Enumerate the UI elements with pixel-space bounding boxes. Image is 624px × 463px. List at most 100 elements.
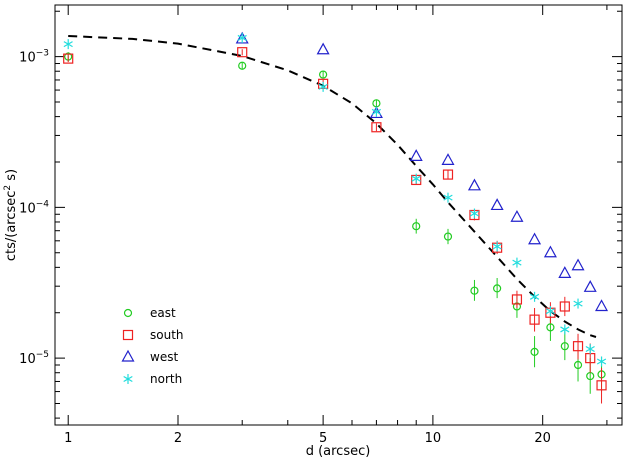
circle-marker-shape: [238, 61, 247, 70]
data-point-west: [510, 209, 524, 222]
data-point-north: [411, 173, 421, 184]
legend: east south west north: [121, 306, 184, 386]
data-point-north: [560, 324, 570, 335]
circle-marker-shape: [573, 360, 583, 370]
circle-marker-shape: [123, 308, 133, 318]
data-point-north: [596, 356, 607, 367]
asterisk-marker-stroke: [512, 259, 522, 266]
data-point-west: [369, 106, 383, 119]
legend-marker-south: [122, 329, 134, 341]
data-point-west: [571, 258, 585, 271]
circle-marker-shape: [493, 284, 502, 293]
circle-marker-shape: [530, 347, 539, 356]
x-tick-label: 2: [174, 431, 182, 446]
data-markers: [63, 31, 609, 404]
y-axis-label-main: cts/(arcsec: [4, 191, 19, 262]
legend-label-north: north: [150, 372, 182, 386]
circle-marker-shape: [412, 222, 421, 231]
triangle-marker-shape: [409, 149, 423, 161]
data-point-north: [545, 306, 556, 317]
data-point-east: [412, 222, 421, 231]
square-marker-shape: [529, 314, 540, 325]
plot-frame: [54, 4, 623, 426]
data-point-north: [63, 39, 73, 50]
data-point-west: [409, 149, 423, 161]
y-tick-exponent: −5: [36, 350, 49, 360]
asterisk-marker-stroke: [596, 358, 607, 365]
circle-marker-shape: [443, 232, 453, 241]
series-north: [63, 32, 607, 367]
data-point-south: [529, 314, 540, 325]
legend-marker-west: [121, 349, 135, 362]
data-point-east: [573, 360, 583, 370]
square-marker-shape: [371, 122, 382, 133]
square-marker-shape: [511, 294, 523, 305]
y-tick-exponent: −3: [36, 49, 49, 59]
asterisk-marker-stroke: [443, 194, 453, 201]
y-axis-label-unit: s): [4, 169, 19, 185]
data-point-west: [543, 245, 557, 258]
data-point-west: [583, 280, 597, 292]
square-marker-shape: [559, 301, 570, 312]
data-point-west: [558, 266, 572, 278]
y-tick-label: 10−3: [19, 49, 49, 66]
y-tick-base: 10: [19, 201, 36, 216]
asterisk-marker-stroke: [469, 210, 480, 217]
triangle-marker-shape: [543, 245, 557, 258]
asterisk-marker-stroke: [529, 293, 540, 300]
triangle-marker-shape: [316, 42, 330, 55]
triangle-marker-shape: [441, 153, 455, 165]
circle-marker-shape: [546, 323, 555, 332]
data-point-north: [573, 298, 583, 309]
legend-marker-east: [123, 308, 133, 318]
circle-marker-shape: [319, 70, 328, 79]
triangle-marker-shape: [583, 280, 597, 292]
square-marker-shape: [63, 53, 74, 64]
data-point-west: [595, 299, 609, 312]
data-point-east: [493, 284, 502, 293]
data-point-north: [529, 291, 540, 302]
triangle-marker-shape: [571, 258, 585, 271]
asterisk-marker-stroke: [123, 375, 133, 383]
data-point-north: [318, 81, 328, 92]
square-marker-shape: [237, 47, 248, 58]
data-point-east: [319, 70, 328, 79]
legend-label-south: south: [150, 328, 184, 342]
data-point-south: [559, 301, 570, 312]
asterisk-marker-stroke: [573, 300, 583, 307]
data-point-east: [238, 61, 247, 70]
data-point-south: [371, 122, 382, 133]
square-marker-shape: [572, 341, 584, 352]
data-point-south: [511, 294, 523, 305]
triangle-marker-shape: [369, 106, 383, 119]
data-point-south: [442, 169, 454, 180]
data-point-west: [316, 42, 330, 55]
data-point-east: [443, 232, 453, 241]
triangle-marker-shape: [467, 178, 481, 191]
square-marker-shape: [442, 169, 454, 180]
data-point-west: [490, 198, 504, 211]
triangle-marker-shape: [528, 232, 542, 245]
series-south: [63, 47, 607, 404]
asterisk-marker-stroke: [318, 83, 328, 90]
data-point-east: [546, 323, 555, 332]
data-point-north: [469, 208, 480, 219]
model-curve: [68, 35, 597, 338]
legend-label-west: west: [150, 350, 178, 364]
y-tick-label: 10−4: [19, 199, 49, 216]
axis-ticks: [55, 5, 622, 425]
data-point-north: [585, 343, 595, 354]
legend-marker-north: [123, 374, 133, 384]
triangle-marker-shape: [490, 198, 504, 211]
square-marker-shape: [596, 380, 607, 391]
y-tick-base: 10: [19, 51, 36, 66]
x-axis-label: d (arcsec): [306, 444, 371, 459]
data-point-east: [530, 347, 539, 356]
x-tick-label: 10: [425, 431, 442, 446]
asterisk-marker-stroke: [237, 34, 247, 41]
asterisk-marker-stroke: [371, 108, 382, 115]
asterisk-marker-stroke: [560, 326, 570, 333]
data-point-north: [512, 257, 522, 268]
